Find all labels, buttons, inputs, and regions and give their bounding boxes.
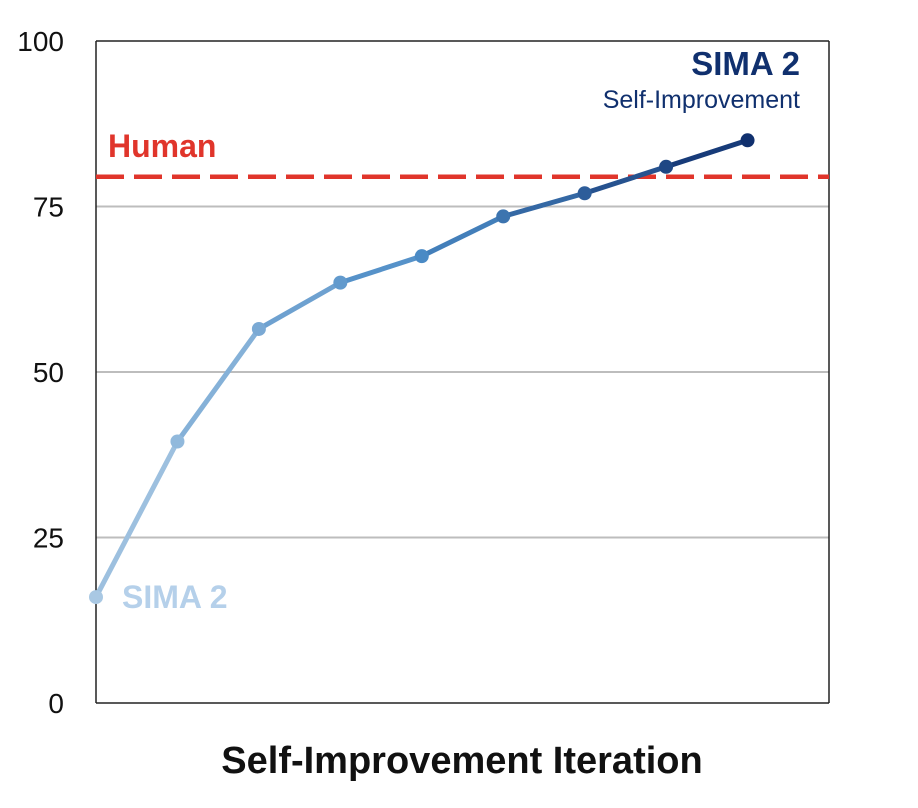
- series-start-label: SIMA 2: [122, 579, 228, 615]
- series-end-title: SIMA 2: [691, 45, 800, 82]
- series-line-segment: [93, 439, 180, 600]
- series-line-group: [93, 137, 751, 600]
- data-point: [659, 159, 674, 174]
- reference-line-label: Human: [108, 128, 216, 164]
- data-points: [89, 133, 755, 605]
- series-line-segment: [256, 280, 343, 332]
- y-tick-label-75: 75: [33, 192, 64, 223]
- series-line-segment: [419, 213, 506, 259]
- data-point: [170, 434, 185, 449]
- series-line-segment: [500, 190, 588, 219]
- y-tick-labels: 0 25 50 75 100: [17, 26, 64, 719]
- data-point: [251, 321, 266, 336]
- data-point: [89, 590, 103, 605]
- data-point: [496, 209, 511, 224]
- x-axis-title: Self-Improvement Iteration: [221, 740, 702, 782]
- data-point: [414, 249, 429, 264]
- series-line-segment: [174, 326, 262, 445]
- series-line-segment: [337, 253, 425, 286]
- series-line-segment: [663, 137, 751, 170]
- y-tick-label-25: 25: [33, 523, 64, 554]
- y-tick-label-100: 100: [17, 26, 64, 57]
- data-point: [740, 133, 755, 148]
- grid-lines: [96, 205, 829, 539]
- data-point: [577, 186, 592, 201]
- series-end-subtitle: Self-Improvement: [603, 86, 800, 114]
- y-tick-label-50: 50: [33, 357, 64, 388]
- data-point: [333, 275, 348, 290]
- y-tick-label-0: 0: [48, 688, 64, 719]
- series-line-segment: [582, 164, 669, 196]
